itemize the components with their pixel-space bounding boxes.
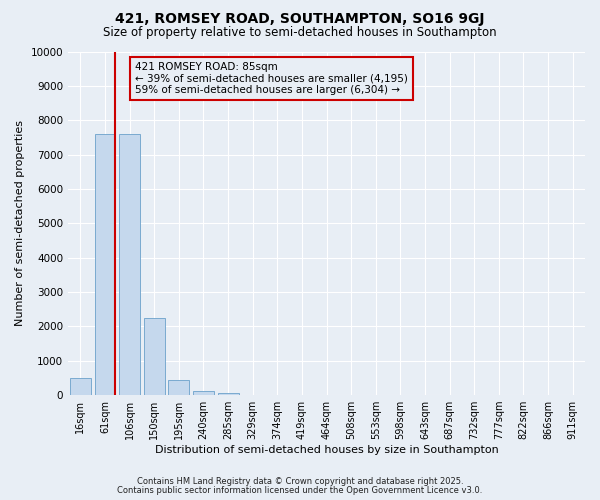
Text: Size of property relative to semi-detached houses in Southampton: Size of property relative to semi-detach…	[103, 26, 497, 39]
Y-axis label: Number of semi-detached properties: Number of semi-detached properties	[15, 120, 25, 326]
Bar	[169, 380, 189, 395]
Bar	[95, 134, 115, 395]
Bar	[218, 393, 239, 395]
Text: 421, ROMSEY ROAD, SOUTHAMPTON, SO16 9GJ: 421, ROMSEY ROAD, SOUTHAMPTON, SO16 9GJ	[115, 12, 485, 26]
Text: 421 ROMSEY ROAD: 85sqm
← 39% of semi-detached houses are smaller (4,195)
59% of : 421 ROMSEY ROAD: 85sqm ← 39% of semi-det…	[135, 62, 408, 95]
X-axis label: Distribution of semi-detached houses by size in Southampton: Distribution of semi-detached houses by …	[155, 445, 499, 455]
Text: Contains public sector information licensed under the Open Government Licence v3: Contains public sector information licen…	[118, 486, 482, 495]
Bar	[144, 318, 164, 395]
Text: Contains HM Land Registry data © Crown copyright and database right 2025.: Contains HM Land Registry data © Crown c…	[137, 477, 463, 486]
Bar	[70, 378, 91, 395]
Bar	[119, 134, 140, 395]
Bar	[193, 392, 214, 395]
